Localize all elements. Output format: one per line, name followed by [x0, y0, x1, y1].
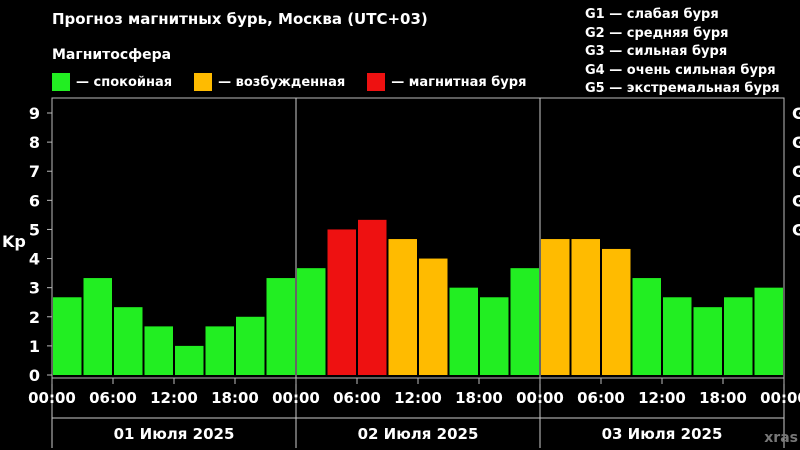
kp-bar — [114, 307, 143, 375]
y-axis-label: Kp — [2, 232, 26, 251]
y-tick-label: 1 — [29, 337, 40, 356]
legend-title: Магнитосфера — [52, 47, 172, 63]
kp-bar — [632, 278, 661, 375]
x-tick-label: 06:00 — [333, 389, 381, 407]
g-scale-legend: G1 — слабая буря G2 — средняя буря G3 — … — [585, 6, 780, 99]
kp-bar — [297, 268, 326, 375]
right-g-tick-label: G — [792, 162, 800, 181]
kp-bar — [693, 307, 722, 375]
legend-item-quiet: — спокойная — [52, 73, 172, 91]
legend-label-active: — возбужденная — [218, 74, 346, 90]
day-label: 02 Июля 2025 — [358, 425, 479, 443]
kp-bar — [510, 268, 539, 375]
y-tick-label: 8 — [29, 133, 40, 152]
kp-bar — [419, 258, 448, 375]
kp-bar — [83, 278, 112, 375]
kp-bar — [53, 297, 82, 375]
x-tick-label: 06:00 — [577, 389, 625, 407]
y-tick-label: 3 — [29, 279, 40, 298]
y-tick-label: 9 — [29, 104, 40, 123]
x-tick-label: 12:00 — [638, 389, 686, 407]
right-g-tick-label: G — [792, 191, 800, 210]
legend-label-quiet: — спокойная — [76, 74, 173, 90]
x-tick-label: 18:00 — [455, 389, 503, 407]
right-g-tick-label: G — [792, 133, 800, 152]
legend-item-storm: — магнитная буря — [367, 73, 526, 91]
x-tick-label: 06:00 — [89, 389, 137, 407]
legend-swatch-active — [194, 73, 213, 91]
x-tick-label: 00:00 — [516, 389, 564, 407]
y-tick-label: 4 — [29, 250, 40, 269]
g-scale-row: G4 — очень сильная буря — [585, 62, 776, 78]
y-tick-label: 6 — [29, 191, 40, 210]
kp-bar — [724, 297, 753, 375]
day-label: 01 Июля 2025 — [114, 425, 235, 443]
kp-bar — [358, 219, 387, 375]
x-tick-label: 00:00 — [28, 389, 76, 407]
g-scale-row: G1 — слабая буря — [585, 7, 719, 22]
legend-swatch-quiet — [52, 73, 70, 91]
kp-bar — [144, 326, 173, 375]
x-tick-label: 18:00 — [699, 389, 747, 407]
x-tick-label: 12:00 — [150, 389, 198, 407]
legend: — спокойная — возбужденная — магнитная б… — [52, 72, 538, 92]
kp-bar — [541, 239, 570, 375]
legend-item-active: — возбужденная — [194, 73, 345, 91]
kp-bar — [571, 239, 600, 375]
kp-bar — [754, 287, 783, 375]
kp-bar — [388, 239, 417, 375]
watermark: xras — [764, 430, 798, 446]
x-tick-label: 12:00 — [394, 389, 442, 407]
chart-title: Прогноз магнитных бурь, Москва (UTC+03) — [52, 10, 428, 28]
x-tick-label: 00:00 — [760, 389, 800, 407]
kp-bar — [480, 297, 509, 375]
x-tick-label: 00:00 — [272, 389, 320, 407]
kp-bar — [266, 278, 295, 375]
day-label: 03 Июля 2025 — [602, 425, 723, 443]
g-scale-row: G2 — средняя буря — [585, 25, 729, 41]
y-tick-label: 7 — [29, 162, 40, 181]
legend-swatch-storm — [367, 73, 386, 91]
legend-label-storm: — магнитная буря — [391, 74, 527, 90]
g-scale-row: G5 — экстремальная буря — [585, 81, 780, 97]
kp-bar — [327, 229, 356, 375]
kp-bar — [205, 326, 234, 375]
g-scale-row: G3 — сильная буря — [585, 44, 728, 60]
kp-bar — [663, 297, 692, 375]
kp-bar — [236, 316, 265, 375]
right-g-tick-label: G — [792, 220, 800, 239]
kp-bar — [175, 345, 204, 375]
y-tick-label: 5 — [29, 220, 40, 239]
kp-bar — [602, 248, 631, 375]
y-tick-label: 2 — [29, 308, 40, 327]
y-tick-label: 0 — [29, 366, 40, 385]
x-tick-label: 18:00 — [211, 389, 259, 407]
right-g-tick-label: G — [792, 104, 800, 123]
kp-bar — [449, 287, 478, 375]
